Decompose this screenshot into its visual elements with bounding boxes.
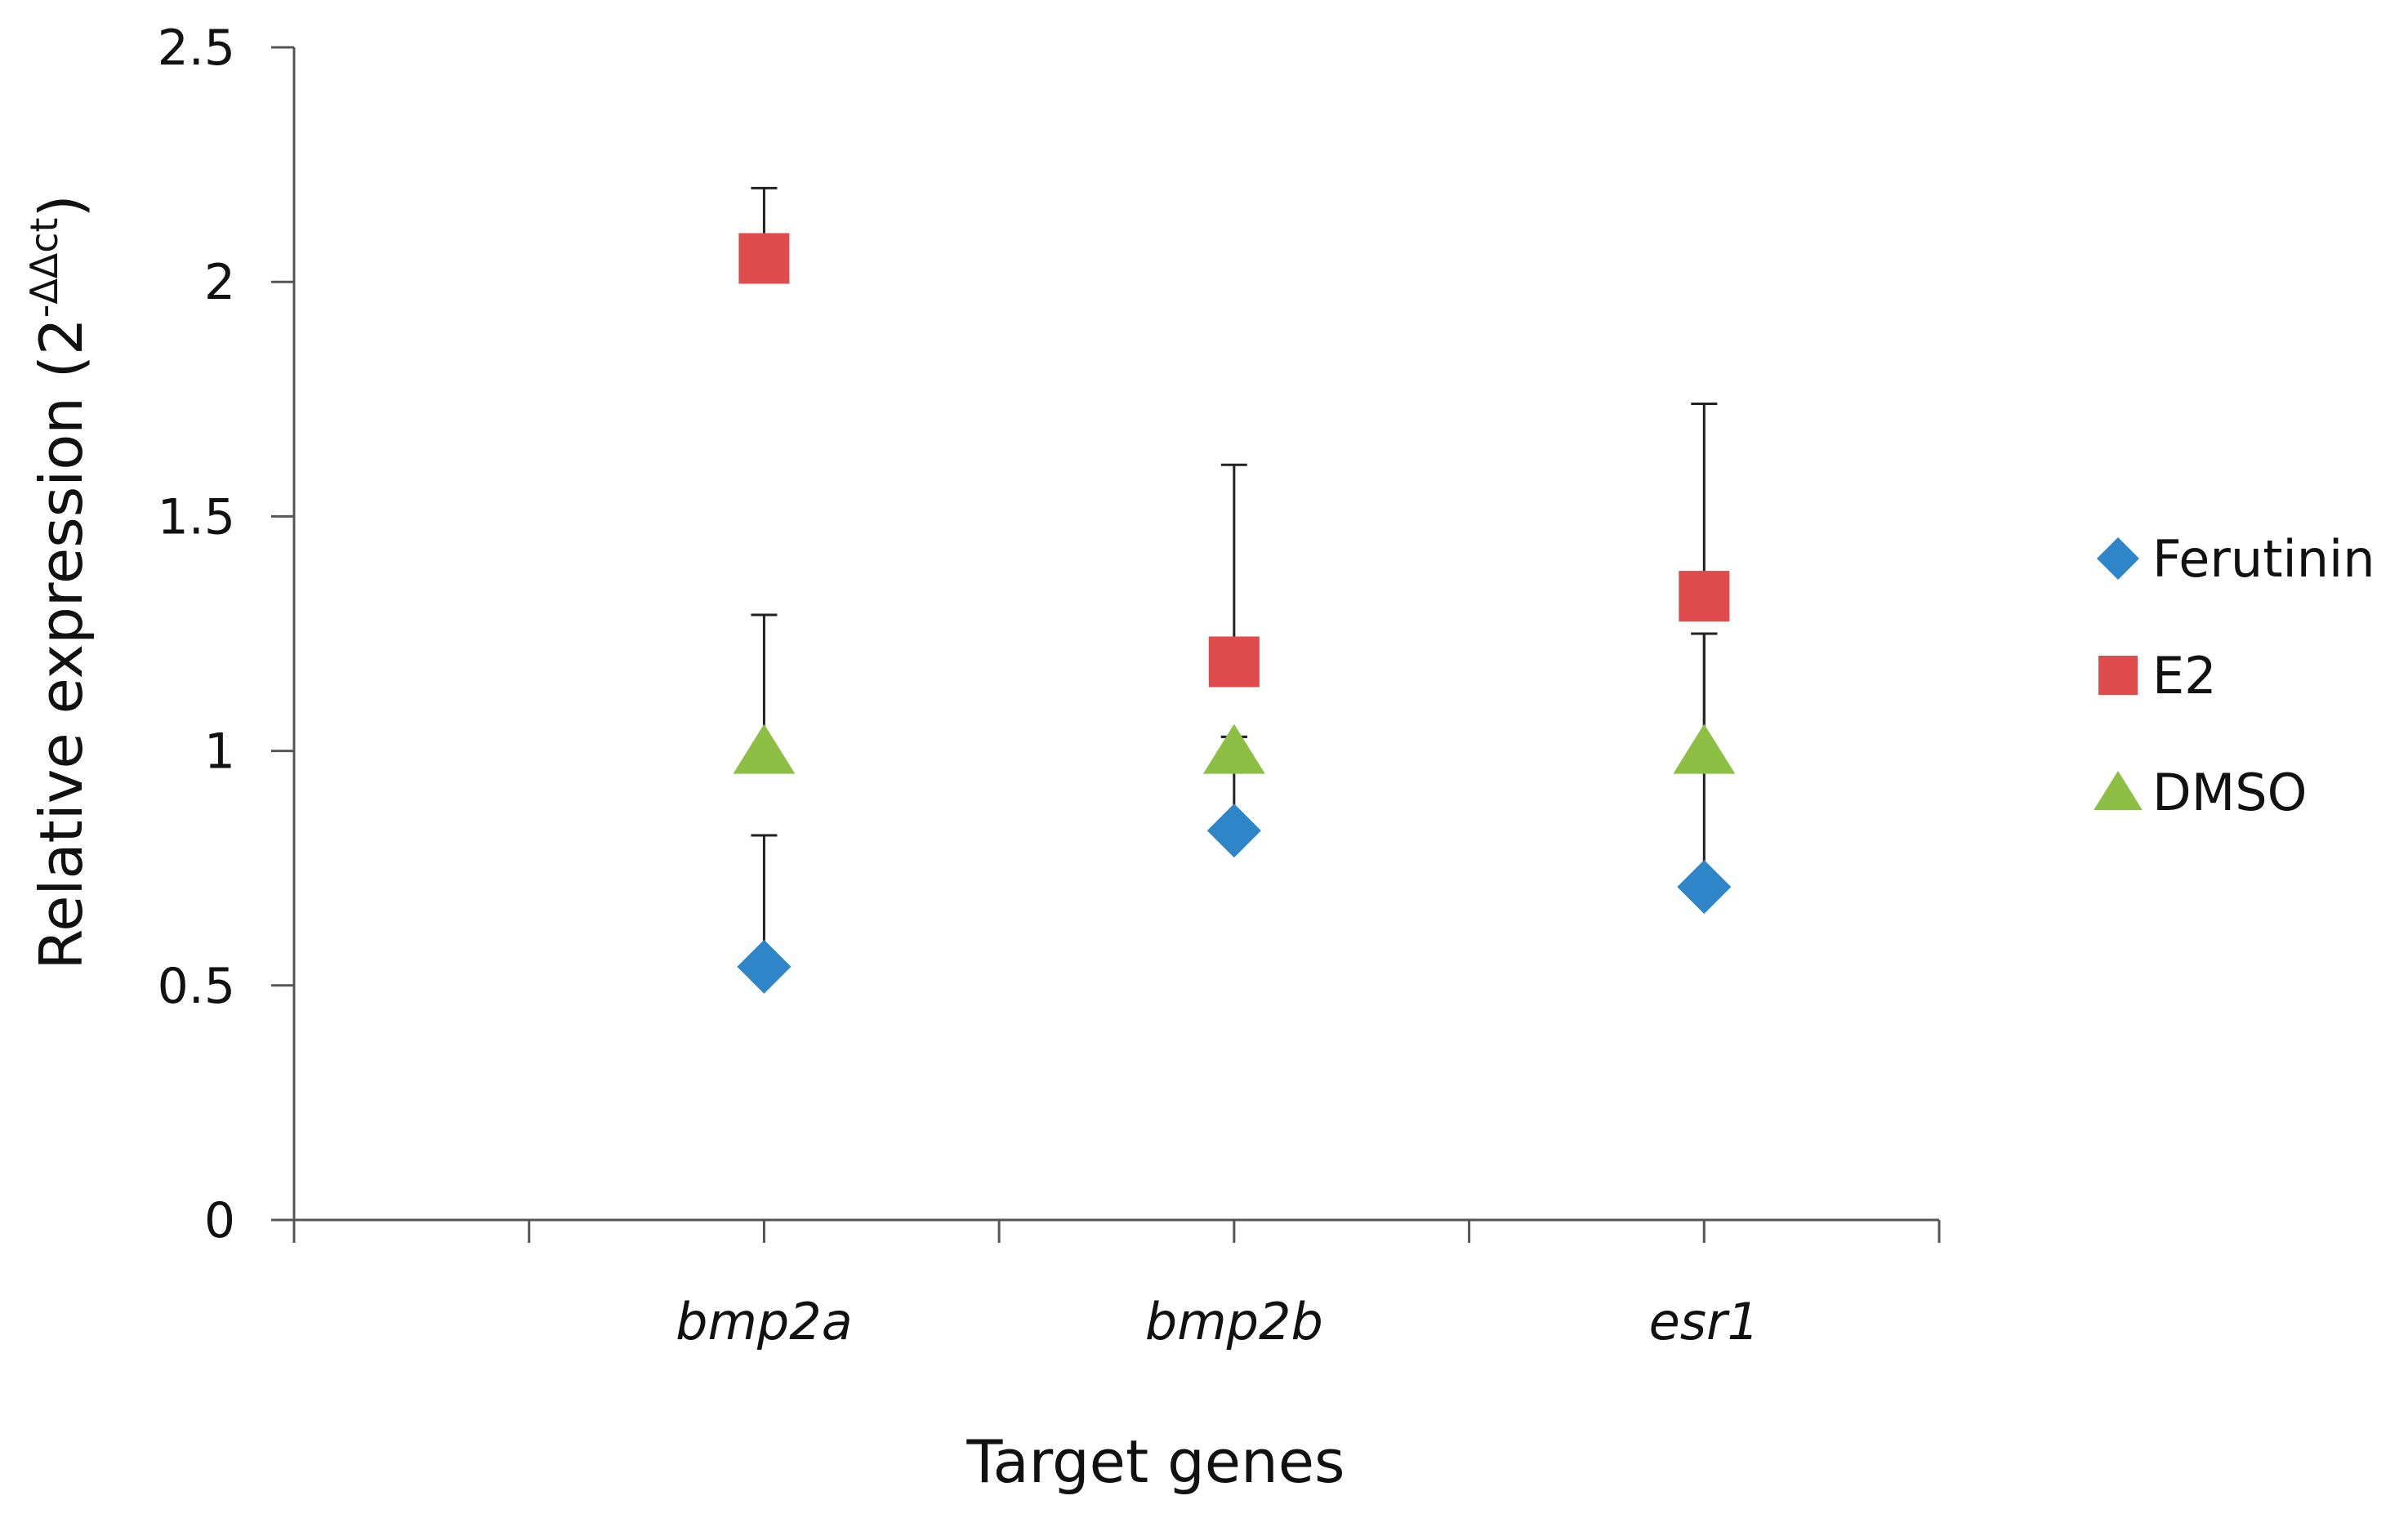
x-categories: bmp2a bmp2b esr1 xyxy=(676,1292,1759,1351)
y-tick-label: 1 xyxy=(204,723,235,781)
y-axis-title: Relative expression (2-ΔΔct) xyxy=(22,194,96,969)
error-bars xyxy=(751,186,1718,967)
y-tick-label: 0 xyxy=(204,1192,235,1249)
legend-label: DMSO xyxy=(2152,763,2307,822)
y-axis-title-close: ) xyxy=(27,194,96,217)
y-tick-label: 0.5 xyxy=(158,958,235,1015)
data-point-triangle xyxy=(733,723,796,774)
y-tick-label: 1.5 xyxy=(158,488,235,545)
y-axis-title-main: Relative expression (2 xyxy=(27,318,96,969)
legend: Ferutinin E2 DMSO xyxy=(2094,529,2375,822)
legend-marker-square xyxy=(2098,656,2138,695)
legend-label: E2 xyxy=(2152,646,2217,706)
y-tick-label: 2.5 xyxy=(158,20,235,77)
axes xyxy=(292,47,1941,1243)
x-axis-title: Target genes xyxy=(965,1427,1344,1496)
legend-marker-triangle xyxy=(2094,771,2143,811)
data-point-square xyxy=(738,233,790,284)
data-point-diamond xyxy=(1677,860,1732,915)
data-point-diamond xyxy=(1206,804,1261,858)
legend-label: Ferutinin xyxy=(2152,529,2375,589)
y-axis-title-superscript: -ΔΔct xyxy=(22,217,66,318)
data-point-triangle xyxy=(1202,723,1265,774)
x-category-label: bmp2a xyxy=(676,1292,853,1351)
x-category-label: esr1 xyxy=(1649,1292,1759,1351)
x-category-label: bmp2b xyxy=(1145,1292,1323,1351)
data-point-triangle xyxy=(1673,723,1736,774)
y-ticks: 0 0.5 1 1.5 2 2.5 xyxy=(158,20,294,1249)
data-point-square xyxy=(1208,636,1260,688)
legend-marker-diamond xyxy=(2097,537,2139,580)
data-points xyxy=(733,233,1736,994)
y-tick-label: 2 xyxy=(204,254,235,311)
data-point-square xyxy=(1679,571,1730,622)
data-point-diamond xyxy=(737,939,792,994)
